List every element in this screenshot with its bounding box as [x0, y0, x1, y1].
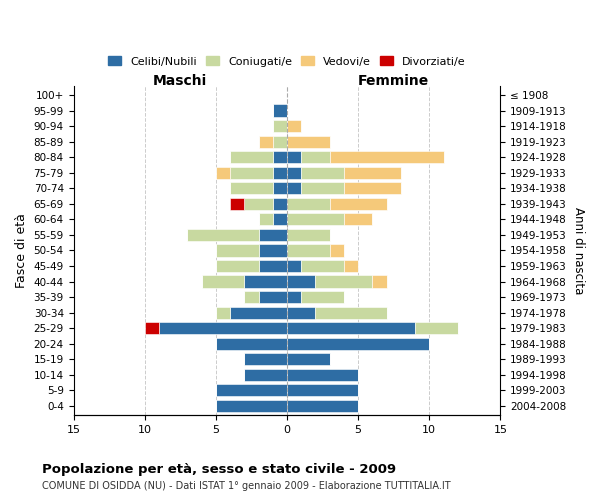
- Bar: [287, 166, 301, 179]
- Bar: [287, 244, 329, 256]
- Bar: [273, 120, 287, 132]
- Bar: [216, 166, 230, 179]
- Bar: [287, 384, 358, 396]
- Bar: [273, 214, 287, 226]
- Bar: [316, 276, 373, 287]
- Bar: [273, 182, 287, 194]
- Bar: [216, 400, 287, 412]
- Bar: [287, 291, 301, 303]
- Bar: [301, 291, 344, 303]
- Bar: [187, 229, 259, 241]
- Bar: [216, 384, 287, 396]
- Bar: [273, 104, 287, 117]
- Bar: [287, 136, 329, 147]
- Bar: [287, 182, 301, 194]
- Bar: [259, 260, 287, 272]
- Text: Femmine: Femmine: [358, 74, 430, 88]
- Bar: [244, 353, 287, 366]
- Bar: [244, 291, 259, 303]
- Bar: [344, 182, 401, 194]
- Bar: [287, 369, 358, 381]
- Bar: [301, 182, 344, 194]
- Y-axis label: Anni di nascita: Anni di nascita: [572, 207, 585, 294]
- Bar: [287, 120, 301, 132]
- Bar: [216, 260, 259, 272]
- Text: Maschi: Maschi: [153, 74, 208, 88]
- Bar: [287, 353, 329, 366]
- Bar: [301, 166, 344, 179]
- Bar: [230, 151, 273, 163]
- Bar: [344, 214, 373, 226]
- Bar: [301, 151, 329, 163]
- Bar: [230, 182, 273, 194]
- Bar: [145, 322, 159, 334]
- Bar: [244, 369, 287, 381]
- Bar: [259, 136, 273, 147]
- Bar: [216, 244, 259, 256]
- Bar: [259, 291, 287, 303]
- Text: Popolazione per età, sesso e stato civile - 2009: Popolazione per età, sesso e stato civil…: [42, 462, 396, 475]
- Bar: [159, 322, 287, 334]
- Bar: [415, 322, 458, 334]
- Bar: [287, 151, 301, 163]
- Text: COMUNE DI OSIDDA (NU) - Dati ISTAT 1° gennaio 2009 - Elaborazione TUTTITALIA.IT: COMUNE DI OSIDDA (NU) - Dati ISTAT 1° ge…: [42, 481, 451, 491]
- Bar: [273, 166, 287, 179]
- Bar: [329, 198, 386, 210]
- Bar: [216, 306, 230, 318]
- Bar: [344, 166, 401, 179]
- Bar: [259, 229, 287, 241]
- Bar: [287, 306, 316, 318]
- Bar: [287, 229, 329, 241]
- Bar: [287, 322, 415, 334]
- Bar: [202, 276, 244, 287]
- Legend: Celibi/Nubili, Coniugati/e, Vedovi/e, Divorziati/e: Celibi/Nubili, Coniugati/e, Vedovi/e, Di…: [104, 52, 470, 71]
- Bar: [287, 400, 358, 412]
- Bar: [287, 260, 301, 272]
- Bar: [273, 151, 287, 163]
- Bar: [301, 260, 344, 272]
- Bar: [316, 306, 386, 318]
- Y-axis label: Fasce di età: Fasce di età: [15, 213, 28, 288]
- Bar: [259, 244, 287, 256]
- Bar: [244, 198, 273, 210]
- Bar: [244, 276, 287, 287]
- Bar: [344, 260, 358, 272]
- Bar: [230, 166, 273, 179]
- Bar: [216, 338, 287, 350]
- Bar: [273, 136, 287, 147]
- Bar: [287, 276, 316, 287]
- Bar: [329, 151, 443, 163]
- Bar: [329, 244, 344, 256]
- Bar: [287, 198, 329, 210]
- Bar: [230, 306, 287, 318]
- Bar: [230, 198, 244, 210]
- Bar: [259, 214, 273, 226]
- Bar: [373, 276, 386, 287]
- Bar: [287, 214, 344, 226]
- Bar: [287, 338, 430, 350]
- Bar: [273, 198, 287, 210]
